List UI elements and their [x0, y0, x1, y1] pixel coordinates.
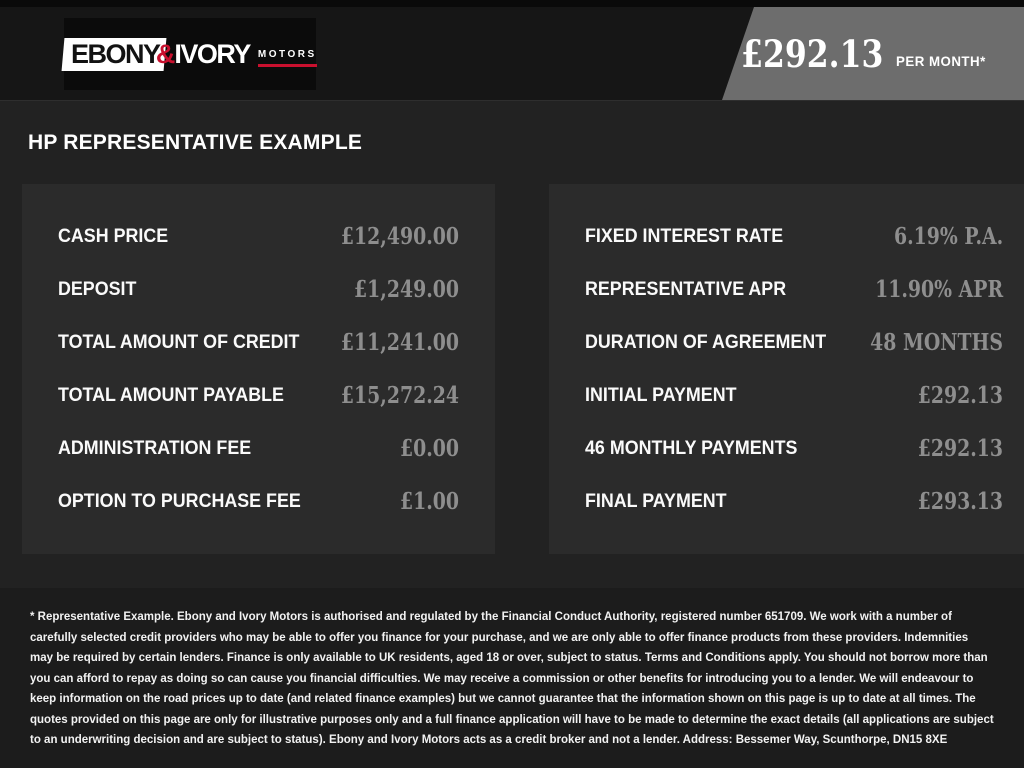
finance-panel-right: FIXED INTEREST RATE 6.19% P.A. REPRESENT…	[548, 184, 1024, 554]
header: EBONY & IVORY MOTORS £292.13 PER MONTH*	[0, 0, 1024, 100]
finance-row-label: FINAL PAYMENT	[584, 490, 727, 512]
finance-row-value: £292.13	[918, 382, 1004, 409]
finance-row-value: £293.13	[918, 488, 1004, 515]
disclaimer-text: * Representative Example. Ebony and Ivor…	[30, 611, 994, 746]
logo-ivory-text: IVORY	[174, 38, 251, 69]
header-top-strip	[0, 0, 1024, 7]
finance-row-monthly-payments: 46 MONTHLY PAYMENTS £292.13	[585, 422, 1004, 475]
finance-row-label: INITIAL PAYMENT	[584, 384, 737, 406]
finance-row-value: £0.00	[399, 435, 459, 462]
main-content: HP REPRESENTATIVE EXAMPLE CASH PRICE £12…	[0, 100, 1024, 588]
finance-row-value: £11,241.00	[340, 329, 459, 356]
finance-row-interest-rate: FIXED INTEREST RATE 6.19% P.A.	[585, 210, 1004, 263]
finance-row-total-payable: TOTAL AMOUNT PAYABLE £15,272.24	[58, 369, 459, 422]
logo-ampersand: &	[155, 38, 176, 69]
finance-row-final-payment: FINAL PAYMENT £293.13	[585, 475, 1004, 528]
finance-row-initial-payment: INITIAL PAYMENT £292.13	[585, 369, 1004, 422]
finance-row-value: 11.90% APR	[875, 276, 1004, 303]
finance-row-total-credit: TOTAL AMOUNT OF CREDIT £11,241.00	[58, 316, 459, 369]
logo-ebony-text: EBONY	[71, 38, 160, 69]
finance-row-value: £15,272.24	[340, 382, 459, 409]
page-title: HP REPRESENTATIVE EXAMPLE	[28, 131, 363, 154]
finance-row-deposit: DEPOSIT £1,249.00	[58, 263, 459, 316]
monthly-price-period: PER MONTH*	[895, 52, 986, 69]
brand-logo-lockup: EBONY & IVORY MOTORS	[61, 37, 317, 71]
finance-panel-left: CASH PRICE £12,490.00 DEPOSIT £1,249.00 …	[22, 184, 495, 554]
finance-row-label: ADMINISTRATION FEE	[58, 437, 252, 459]
monthly-price-badge: £292.13 PER MONTH*	[722, 7, 1024, 100]
brand-logo[interactable]: EBONY & IVORY MOTORS	[61, 18, 317, 90]
finance-row-label: TOTAL AMOUNT PAYABLE	[58, 384, 284, 406]
finance-row-label: TOTAL AMOUNT OF CREDIT	[58, 331, 300, 353]
finance-row-apr: REPRESENTATIVE APR 11.90% APR	[585, 263, 1004, 316]
finance-row-value: £1.00	[399, 488, 459, 515]
finance-row-value: £292.13	[918, 435, 1004, 462]
finance-row-value: £12,490.00	[340, 223, 459, 250]
monthly-price-amount: £292.13	[741, 31, 884, 76]
finance-row-label: OPTION TO PURCHASE FEE	[58, 490, 301, 512]
logo-ebony-plate: EBONY	[61, 37, 167, 71]
finance-row-cash-price: CASH PRICE £12,490.00	[58, 210, 459, 263]
finance-row-value: 48 MONTHS	[870, 329, 1004, 356]
finance-row-label: FIXED INTEREST RATE	[584, 225, 784, 247]
finance-row-label: CASH PRICE	[58, 225, 169, 247]
finance-row-label: REPRESENTATIVE APR	[584, 278, 787, 300]
disclaimer-section: * Representative Example. Ebony and Ivor…	[0, 588, 1024, 768]
finance-row-option-fee: OPTION TO PURCHASE FEE £1.00	[58, 475, 459, 528]
finance-row-admin-fee: ADMINISTRATION FEE £0.00	[58, 422, 459, 475]
finance-row-label: DURATION OF AGREEMENT	[584, 331, 827, 353]
finance-row-value: £1,249.00	[353, 276, 459, 303]
logo-motors-text: MOTORS	[257, 49, 317, 67]
finance-row-label: 46 MONTHLY PAYMENTS	[584, 437, 798, 459]
finance-row-label: DEPOSIT	[58, 278, 137, 300]
finance-row-duration: DURATION OF AGREEMENT 48 MONTHS	[585, 316, 1004, 369]
finance-row-value: 6.19% P.A.	[894, 223, 1004, 250]
finance-panels: CASH PRICE £12,490.00 DEPOSIT £1,249.00 …	[22, 184, 1024, 554]
